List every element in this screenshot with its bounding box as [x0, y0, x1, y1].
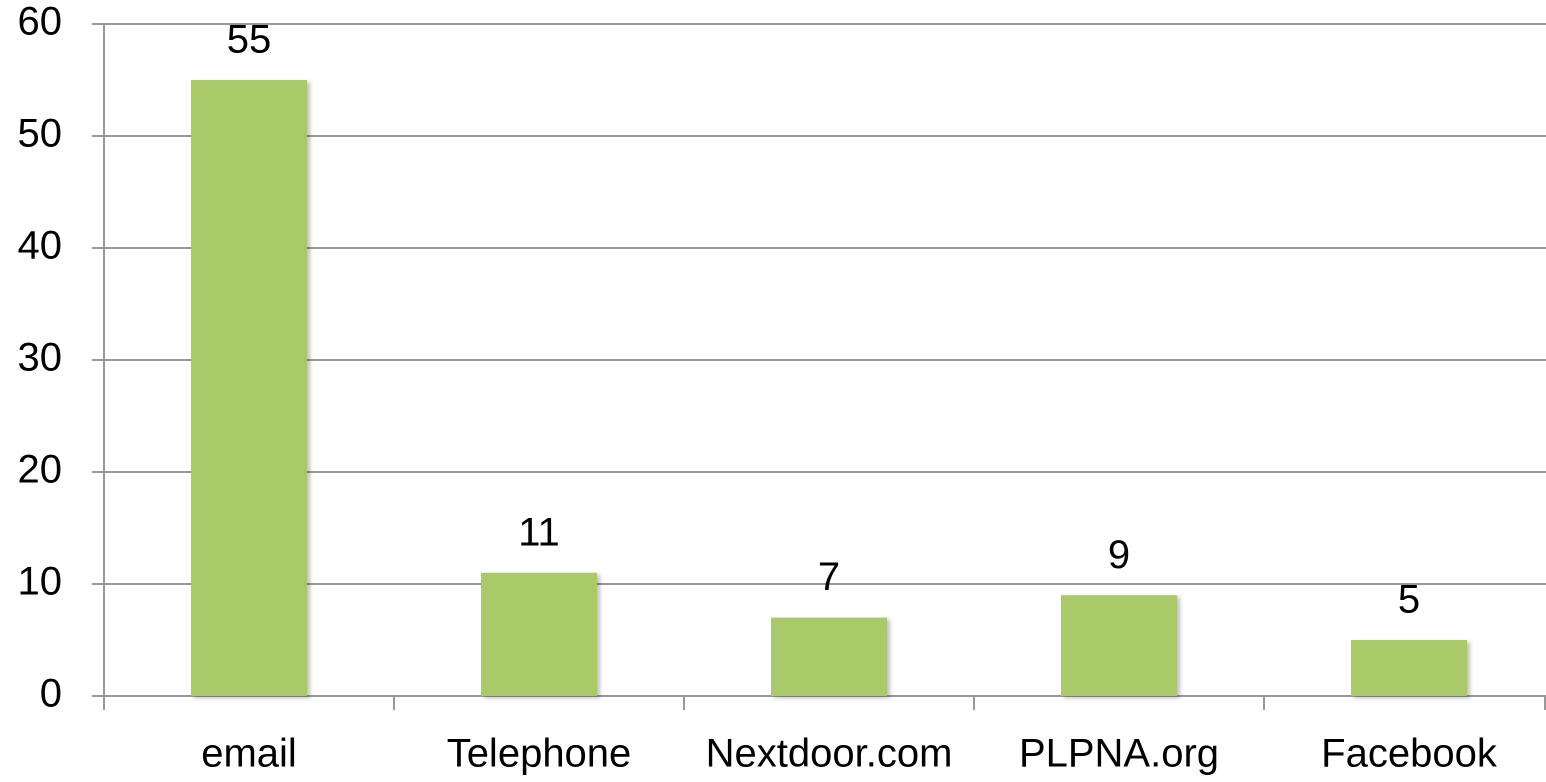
y-tick-label: 20: [18, 448, 63, 492]
x-tick-label: email: [201, 732, 297, 776]
bar: [481, 572, 597, 696]
data-label: 11: [518, 510, 560, 554]
y-tick-label: 10: [18, 560, 63, 604]
y-tick-label: 50: [18, 112, 63, 156]
x-tick-label: Nextdoor.com: [706, 732, 953, 776]
y-tick-label: 40: [18, 224, 63, 268]
data-label: 9: [1108, 533, 1130, 577]
bar: [191, 80, 307, 696]
x-tick-label: PLPNA.org: [1019, 732, 1219, 776]
bar: [1351, 640, 1467, 696]
y-tick-label: 30: [18, 336, 63, 380]
y-tick-label: 0: [40, 672, 62, 716]
y-tick-label: 60: [18, 0, 63, 44]
data-label: 55: [227, 18, 272, 62]
bar: [1061, 595, 1177, 696]
data-label: 7: [818, 555, 840, 599]
x-tick-label: Telephone: [447, 732, 632, 776]
bar: [771, 617, 887, 696]
x-tick-label: Facebook: [1321, 732, 1498, 776]
data-label: 5: [1398, 578, 1420, 622]
